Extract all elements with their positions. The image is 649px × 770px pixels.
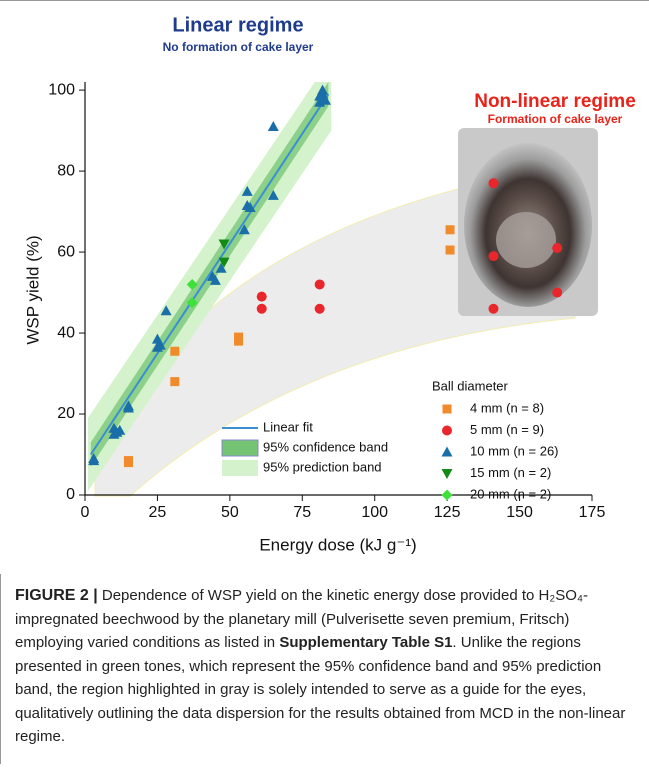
- point: [257, 292, 267, 302]
- y-tick-label: 40: [57, 324, 75, 341]
- point: [488, 251, 498, 261]
- legend-band: [222, 460, 258, 476]
- legend-label: 10 mm (n = 26): [470, 443, 559, 458]
- point: [446, 225, 455, 234]
- point: [170, 377, 179, 386]
- x-tick-label: 50: [221, 504, 239, 521]
- legend-marker: [442, 469, 453, 479]
- point: [446, 246, 455, 255]
- point: [268, 121, 279, 131]
- point: [315, 279, 325, 289]
- legend-label: 4 mm (n = 8): [470, 400, 544, 415]
- legend-title: Ball diameter: [432, 378, 509, 393]
- x-axis-label: Energy dose (kJ g⁻¹): [259, 535, 416, 554]
- point: [257, 304, 267, 314]
- annotation-subtitle: Formation of cake layer: [488, 112, 623, 126]
- legend-marker: [442, 447, 453, 457]
- legend-band: [222, 440, 258, 456]
- photo: [458, 128, 598, 316]
- legend-marker: [442, 426, 452, 436]
- chart: 0 20 40 60 80 100 0 25 50 75 100 125 150 175 4 mm (n =…: [0, 0, 649, 575]
- x-tick-label: 0: [81, 504, 90, 521]
- y-tick-label: 100: [48, 81, 75, 98]
- legend-marker: [443, 405, 452, 414]
- x-tick-label: 100: [361, 504, 388, 521]
- point: [315, 304, 325, 314]
- legend-label: Linear fit: [263, 419, 313, 434]
- y-axis-label: WSP yield (%): [23, 235, 42, 344]
- x-tick-label: 150: [506, 504, 533, 521]
- x-tick-label: 75: [293, 504, 311, 521]
- annotation-title: Non-linear regime: [474, 91, 636, 112]
- caption-label: FIGURE 2 |: [15, 587, 98, 604]
- point: [488, 304, 498, 314]
- legend-label: 5 mm (n = 9): [470, 422, 544, 437]
- y-tick-label: 20: [57, 405, 75, 422]
- x-tick-label: 175: [579, 504, 606, 521]
- point: [124, 458, 133, 467]
- legend-label: 20 mm (n = 2): [470, 486, 551, 501]
- legend-label: 15 mm (n = 2): [470, 465, 551, 480]
- legend-label: 95% prediction band: [263, 459, 382, 474]
- point: [488, 178, 498, 188]
- y-tick-label: 0: [66, 486, 75, 503]
- point: [552, 243, 562, 253]
- point: [234, 333, 243, 342]
- title: Linear regime: [172, 14, 303, 36]
- y-tick-label: 80: [57, 162, 75, 179]
- point: [170, 347, 179, 356]
- point: [552, 288, 562, 298]
- caption: FIGURE 2 | Dependence of WSP yield on th…: [0, 574, 645, 764]
- x-tick-label: 25: [149, 504, 167, 521]
- photo-cake: [496, 212, 556, 268]
- page: 0 20 40 60 80 100 0 25 50 75 100 125 150 175 4 mm (n =…: [0, 0, 649, 770]
- y-tick-label: 60: [57, 243, 75, 260]
- caption-ref: Supplementary Table S1: [279, 634, 452, 651]
- legend-marker: [442, 490, 453, 501]
- subtitle: No formation of cake layer: [163, 40, 314, 54]
- x-tick-label: 125: [434, 504, 461, 521]
- legend-label: 95% confidence band: [263, 439, 388, 454]
